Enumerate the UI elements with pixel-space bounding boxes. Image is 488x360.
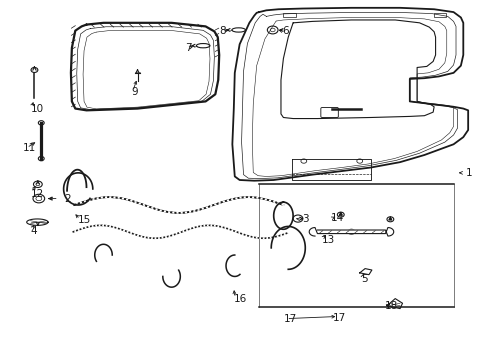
Polygon shape (386, 298, 402, 309)
Text: 9: 9 (131, 87, 138, 97)
Text: 5: 5 (361, 274, 367, 284)
Text: 3: 3 (301, 214, 308, 224)
Text: 14: 14 (330, 213, 344, 223)
Polygon shape (359, 269, 371, 275)
Bar (283, 13, 295, 18)
Text: 17: 17 (283, 314, 296, 324)
Text: 4: 4 (30, 226, 37, 236)
Text: 12: 12 (30, 189, 44, 199)
Text: 6: 6 (282, 26, 288, 36)
Text: 7: 7 (185, 43, 191, 53)
Text: 1: 1 (465, 168, 471, 178)
Text: 17: 17 (332, 312, 345, 323)
Text: 10: 10 (30, 104, 43, 113)
Polygon shape (308, 228, 393, 236)
Circle shape (388, 218, 391, 220)
Text: 2: 2 (64, 194, 71, 203)
Text: 8: 8 (219, 26, 225, 36)
Circle shape (339, 213, 342, 216)
Text: 15: 15 (78, 215, 91, 225)
Bar (433, 13, 446, 18)
Text: 13: 13 (321, 235, 334, 245)
Text: 18: 18 (384, 301, 397, 311)
Text: 16: 16 (233, 294, 246, 303)
Text: 11: 11 (23, 143, 36, 153)
